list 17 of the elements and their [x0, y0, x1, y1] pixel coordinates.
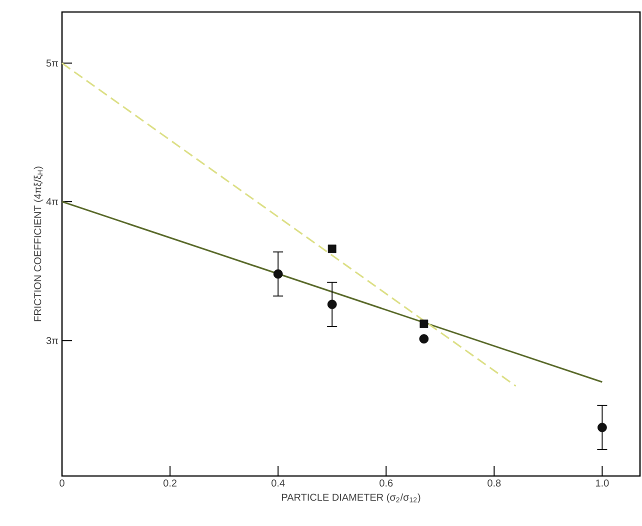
x-tick-label: 0 [60, 480, 64, 487]
point [328, 244, 336, 254]
y-axis-title: FRICTION COEFFICIENT (4πξ/ξ$_{H}$) [34, 166, 44, 322]
y-tick-label: 3π [46, 337, 58, 344]
x-axis-title: PARTICLE DIAMETER (σ$_{2}$/σ$_{12}$) [282, 493, 420, 503]
x-tick-label: 0.8 [488, 480, 501, 487]
x-tick-label: 0.4 [272, 480, 285, 487]
x-tick-label: 1.0 [596, 480, 609, 487]
x-tick-label: 0.2 [163, 480, 176, 487]
point [419, 334, 429, 344]
y-tick-label: 4π [46, 198, 58, 206]
point [327, 300, 337, 310]
point [420, 320, 428, 328]
point [273, 269, 283, 279]
point [597, 422, 607, 432]
x-tick-label: 0.6 [380, 480, 393, 487]
y-tick-label: 5π [46, 60, 58, 67]
